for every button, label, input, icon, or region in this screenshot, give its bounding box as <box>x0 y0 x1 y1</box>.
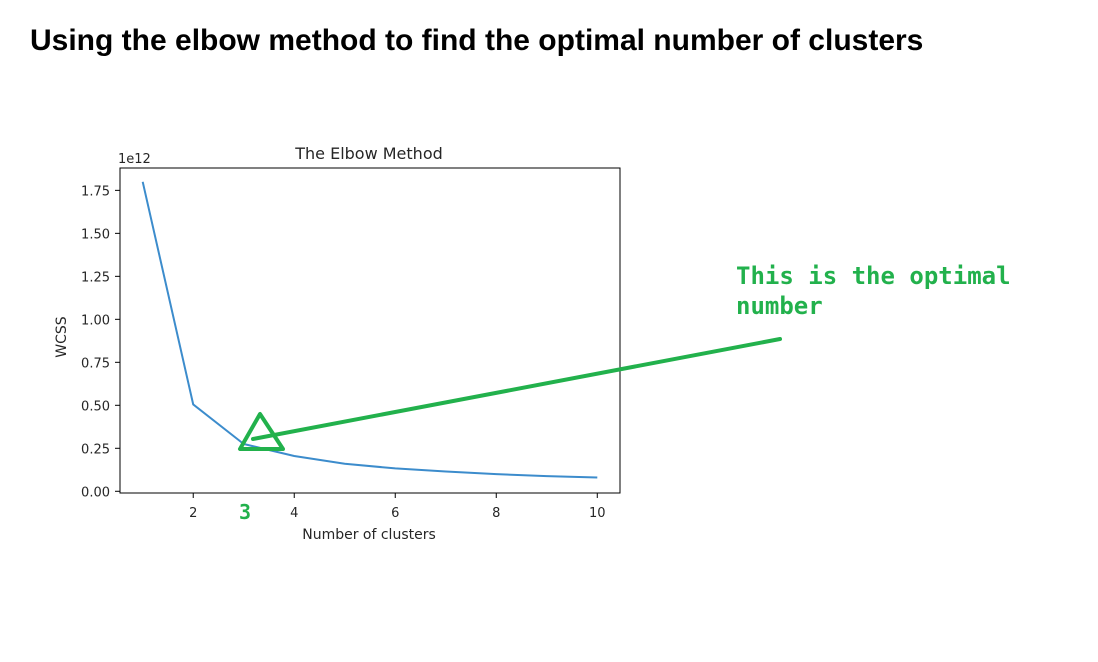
annotation-text-line-2: number <box>736 292 823 320</box>
page-heading: Using the elbow method to find the optim… <box>30 24 924 57</box>
x-axis-label: Number of clusters <box>302 527 436 543</box>
optimal-cluster-label: 3 <box>239 500 251 524</box>
y-tick-label: 1.75 <box>81 184 110 199</box>
y-tick-label: 0.50 <box>81 399 110 414</box>
y-tick-label: 1.50 <box>81 227 110 242</box>
wcss-series-line <box>141 181 598 479</box>
triangle-marker <box>238 412 285 451</box>
x-tick-label: 6 <box>391 506 399 521</box>
y-tick-label: 1.25 <box>81 270 110 285</box>
x-tick-label: 4 <box>290 506 298 521</box>
y-tick-label: 0.00 <box>81 485 110 500</box>
x-tick-label: 8 <box>492 506 500 521</box>
annotation-text-line-1: This is the optimal <box>736 262 1011 290</box>
y-axis-multiplier: 1e12 <box>118 152 151 167</box>
x-tick-label: 2 <box>189 506 197 521</box>
chart-title: The Elbow Method <box>294 144 443 163</box>
optimal-annotation: This is the optimal number 3 <box>238 262 1011 524</box>
y-axis-label: WCSS <box>54 316 70 358</box>
arrow-line <box>251 337 782 441</box>
chart-axes <box>119 167 621 494</box>
x-tick-label: 10 <box>589 506 606 521</box>
y-ticks: 0.00 0.25 0.50 0.75 1.00 1.25 1.50 1.75 <box>81 184 120 500</box>
y-tick-label: 0.75 <box>81 356 110 371</box>
y-tick-label: 1.00 <box>81 313 110 328</box>
x-ticks: 2 4 6 8 10 <box>189 493 606 521</box>
plot-frame <box>119 167 621 494</box>
y-tick-label: 0.25 <box>81 442 110 457</box>
